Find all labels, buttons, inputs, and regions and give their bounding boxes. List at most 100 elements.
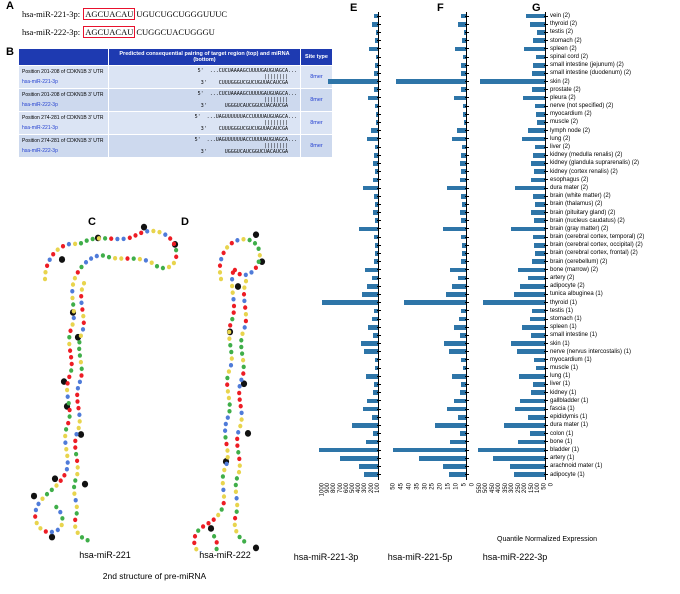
bar-row bbox=[316, 266, 381, 274]
bar bbox=[374, 38, 378, 43]
tissue-label: skin (1) bbox=[550, 340, 570, 347]
tissue-label: nerve (not specified) (2) bbox=[550, 103, 614, 110]
target-sequence: 5' ...CUCUAAAAGCUUUUGAUGUAGCA... bbox=[197, 91, 297, 97]
tissue-label: artery (1) bbox=[550, 455, 575, 462]
bar bbox=[534, 357, 545, 363]
bar bbox=[365, 439, 378, 445]
bar-row bbox=[388, 20, 469, 28]
bar bbox=[483, 300, 545, 305]
bar bbox=[368, 324, 378, 330]
bar-row bbox=[474, 331, 548, 339]
bar-row bbox=[474, 372, 548, 380]
bar-row bbox=[474, 94, 548, 102]
panel-letter-d: D bbox=[181, 216, 189, 228]
bar bbox=[462, 54, 466, 60]
target-sequence: 5' ...UAGUUUUUUACCUUUUAUGUAGCA... bbox=[194, 137, 297, 143]
bar-row bbox=[316, 12, 381, 20]
panel-letter-g: G bbox=[532, 2, 541, 14]
bar bbox=[374, 62, 378, 68]
bar bbox=[519, 374, 545, 379]
tissue-label: pleura (2) bbox=[550, 94, 576, 101]
bar-row bbox=[316, 143, 381, 151]
bar-row bbox=[474, 471, 548, 479]
bar bbox=[530, 431, 545, 436]
bar bbox=[461, 357, 466, 363]
bar-row bbox=[316, 421, 381, 429]
tissue-label: brain (cerebral cortex, temporal) (2) bbox=[550, 234, 645, 241]
bar bbox=[463, 30, 466, 35]
site-type: 8mer bbox=[300, 111, 333, 135]
bar bbox=[450, 267, 466, 273]
bar-row bbox=[388, 438, 469, 446]
bar bbox=[459, 390, 466, 396]
mirna-name: hsa-miR-222-3p: bbox=[22, 27, 81, 37]
x-tick-label: 100 bbox=[374, 483, 381, 494]
tissue-label: small intestine (1) bbox=[550, 332, 598, 339]
structure-caption: 2nd structure of pre-miRNA bbox=[102, 571, 207, 581]
bar-row bbox=[388, 389, 469, 397]
tissue-label: kidney (medulla renalis) (2) bbox=[550, 152, 623, 159]
bar bbox=[460, 259, 466, 265]
bar bbox=[450, 439, 466, 445]
bar bbox=[530, 161, 545, 166]
bar bbox=[533, 62, 545, 68]
tissue-label: fascia (1) bbox=[550, 406, 575, 412]
bar bbox=[363, 472, 378, 477]
tissue-label: thyroid (1) bbox=[550, 299, 578, 306]
modified-nucleotide-dots bbox=[30, 223, 179, 541]
bar-row bbox=[316, 20, 381, 28]
table-row: Position 201-208 of CDKN1B 3' UTR hsa-mi… bbox=[18, 65, 333, 89]
bar bbox=[447, 406, 466, 412]
sequence-rest: CUGGCUACUGGGU bbox=[136, 27, 215, 37]
bar-row bbox=[388, 217, 469, 225]
x-axis-ticks-f: 50 45 40 35 30 25 20 15 10 5 0 bbox=[388, 481, 475, 511]
bar bbox=[537, 120, 545, 125]
bar-row bbox=[316, 290, 381, 298]
bar bbox=[461, 62, 466, 68]
bar-row bbox=[388, 233, 469, 241]
bar-row bbox=[316, 159, 381, 167]
bar-row bbox=[388, 118, 469, 126]
bar-row bbox=[316, 323, 381, 331]
bar-row bbox=[388, 28, 469, 36]
x-tick-label: 45 bbox=[398, 483, 405, 490]
x-tick-label: 15 bbox=[445, 483, 452, 490]
tissue-label: testis (1) bbox=[550, 307, 574, 314]
bar-row bbox=[316, 462, 381, 470]
bar bbox=[451, 374, 466, 379]
bar-row bbox=[316, 86, 381, 94]
bar bbox=[448, 349, 466, 355]
bar bbox=[530, 210, 545, 215]
bar bbox=[535, 112, 545, 117]
bar bbox=[319, 447, 378, 453]
tissue-label: lung (2) bbox=[550, 135, 571, 142]
bar-row bbox=[316, 168, 381, 176]
bar bbox=[419, 455, 466, 461]
bar-row bbox=[316, 217, 381, 225]
bar-row bbox=[388, 110, 469, 118]
bar-row bbox=[316, 299, 381, 307]
bar bbox=[360, 341, 378, 346]
bar-row bbox=[388, 12, 469, 20]
tissue-label: tunica albuginea (1) bbox=[550, 291, 603, 298]
bar bbox=[462, 202, 466, 207]
mir-222-3p-sequence-line: hsa-miR-222-3p: AGCUACAU CUGGCUACUGGGU bbox=[22, 26, 215, 38]
bar bbox=[367, 136, 378, 142]
bar-row bbox=[474, 45, 548, 53]
structure-hsa-mir-221 bbox=[30, 223, 179, 543]
bar-row bbox=[474, 168, 548, 176]
bar bbox=[453, 95, 466, 101]
bar-row bbox=[388, 53, 469, 61]
table-header-row: Predicted consequential pairing of targe… bbox=[18, 48, 333, 66]
bar-row bbox=[316, 446, 381, 454]
bar bbox=[521, 136, 545, 142]
bar-row bbox=[474, 159, 548, 167]
bar bbox=[453, 324, 466, 330]
bar bbox=[359, 464, 378, 469]
header-pairing: Predicted consequential pairing of targe… bbox=[108, 48, 301, 66]
bar bbox=[373, 210, 378, 215]
tissue-label: spleen (2) bbox=[550, 45, 577, 52]
bar bbox=[533, 38, 545, 43]
bar-row bbox=[316, 69, 381, 77]
bar-row bbox=[316, 438, 381, 446]
